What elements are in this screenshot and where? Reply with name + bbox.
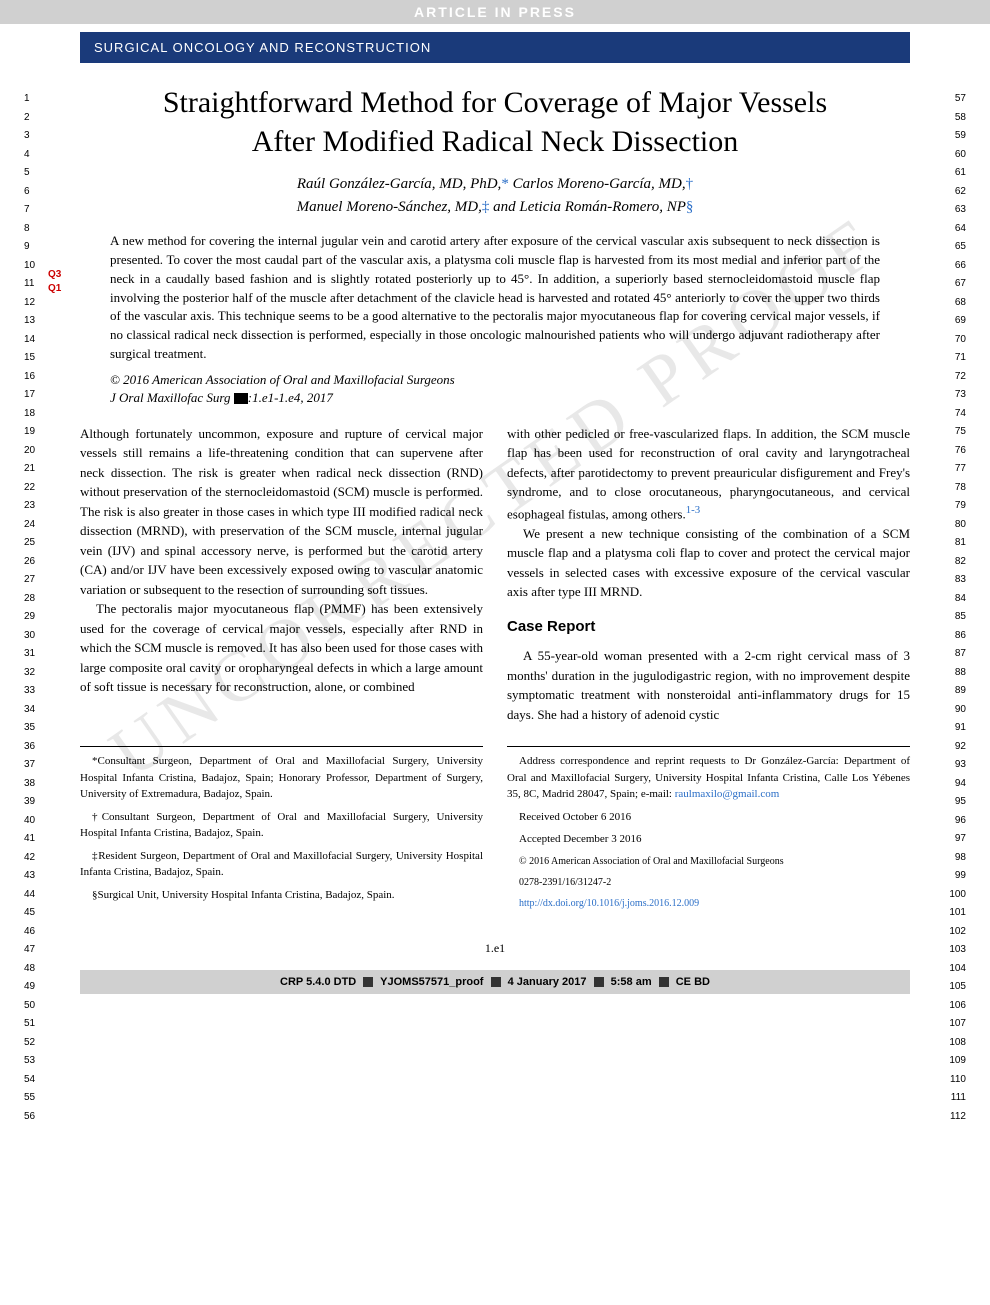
body-p5: A 55-year-old woman presented with a 2-c…	[507, 646, 910, 724]
right-column: with other pedicled or free-vascularized…	[507, 424, 910, 724]
block-icon	[594, 977, 604, 987]
footnotes-right: Address correspondence and reprint reque…	[507, 746, 910, 917]
block-icon	[659, 977, 669, 987]
authors-block: Raúl González-García, MD, PhD,* Carlos M…	[80, 173, 910, 218]
q-marker-2: Q1	[48, 283, 61, 294]
journal-citation: J Oral Maxillofac Surg :1.e1-1.e4, 2017	[110, 390, 880, 406]
footer-e: CE BD	[676, 976, 710, 988]
footnote-3: ‡Resident Surgeon, Department of Oral an…	[80, 848, 483, 881]
abstract-text: A new method for covering the internal j…	[110, 232, 880, 364]
reference-link[interactable]: 1-3	[686, 504, 700, 516]
author-1: Raúl González-García, MD, PhD,	[297, 176, 501, 192]
article-title: Straightforward Method for Coverage of M…	[140, 83, 850, 161]
citation-prefix: J Oral Maxillofac Surg	[110, 390, 234, 405]
body-p4: We present a new technique consisting of…	[507, 524, 910, 602]
block-icon	[491, 977, 501, 987]
footer-c: 4 January 2017	[508, 976, 587, 988]
footnote-copyright: © 2016 American Association of Oral and …	[507, 854, 910, 869]
correspondence: Address correspondence and reprint reque…	[507, 753, 910, 803]
case-report-heading: Case Report	[507, 616, 910, 639]
body-p3-text: with other pedicled or free-vascularized…	[507, 426, 910, 521]
footer-b: YJOMS57571_proof	[380, 976, 483, 988]
footnote-4: §Surgical Unit, University Hospital Infa…	[80, 887, 483, 904]
issn: 0278-2391/16/31247-2	[507, 875, 910, 890]
footer-a: CRP 5.4.0 DTD	[280, 976, 356, 988]
copyright-line: © 2016 American Association of Oral and …	[110, 372, 880, 388]
footnote-1: *Consultant Surgeon, Department of Oral …	[80, 753, 483, 803]
doi-link[interactable]: http://dx.doi.org/10.1016/j.joms.2016.12…	[507, 896, 910, 911]
left-column: Although fortunately uncommon, exposure …	[80, 424, 483, 724]
author-3: Manuel Moreno-Sánchez, MD,	[297, 199, 482, 215]
page-number: 1.e1	[0, 941, 990, 956]
email-link[interactable]: raulmaxilo@gmail.com	[675, 788, 780, 800]
received-date: Received October 6 2016	[507, 809, 910, 826]
author-symbol-2: †	[686, 176, 694, 192]
block-icon	[234, 393, 248, 404]
footnotes-block: *Consultant Surgeon, Department of Oral …	[80, 738, 910, 917]
footer-bar: CRP 5.4.0 DTD YJOMS57571_proof 4 January…	[80, 970, 910, 994]
body-p3: with other pedicled or free-vascularized…	[507, 424, 910, 524]
q-marker-1: Q3	[48, 269, 61, 280]
footnotes-left: *Consultant Surgeon, Department of Oral …	[80, 746, 483, 917]
article-in-press-banner: ARTICLE IN PRESS	[0, 0, 990, 24]
author-symbol-1: *	[501, 176, 509, 192]
section-banner: SURGICAL ONCOLOGY AND RECONSTRUCTION	[80, 32, 910, 63]
author-symbol-4: §	[686, 199, 694, 215]
citation-suffix: :1.e1-1.e4, 2017	[248, 390, 333, 405]
author-2: Carlos Moreno-García, MD,	[509, 176, 686, 192]
body-columns: Although fortunately uncommon, exposure …	[80, 424, 910, 724]
body-p1: Although fortunately uncommon, exposure …	[80, 424, 483, 600]
body-p2: The pectoralis major myocutaneous flap (…	[80, 599, 483, 697]
block-icon	[363, 977, 373, 987]
accepted-date: Accepted December 3 2016	[507, 831, 910, 848]
footnote-2: †Consultant Surgeon, Department of Oral …	[80, 809, 483, 842]
footer-d: 5:58 am	[611, 976, 652, 988]
author-4: and Leticia Román-Romero, NP	[489, 199, 686, 215]
